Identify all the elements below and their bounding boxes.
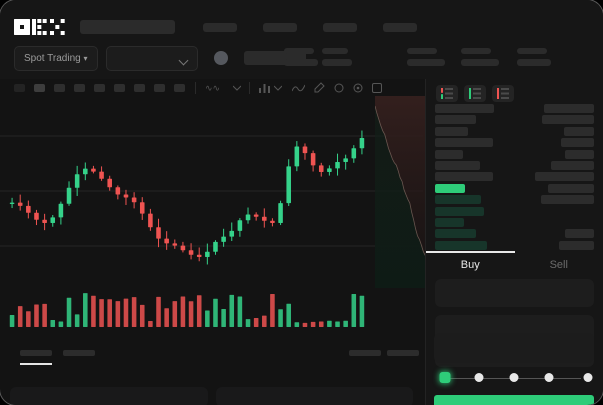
svg-text:∿∿: ∿∿	[205, 83, 220, 93]
